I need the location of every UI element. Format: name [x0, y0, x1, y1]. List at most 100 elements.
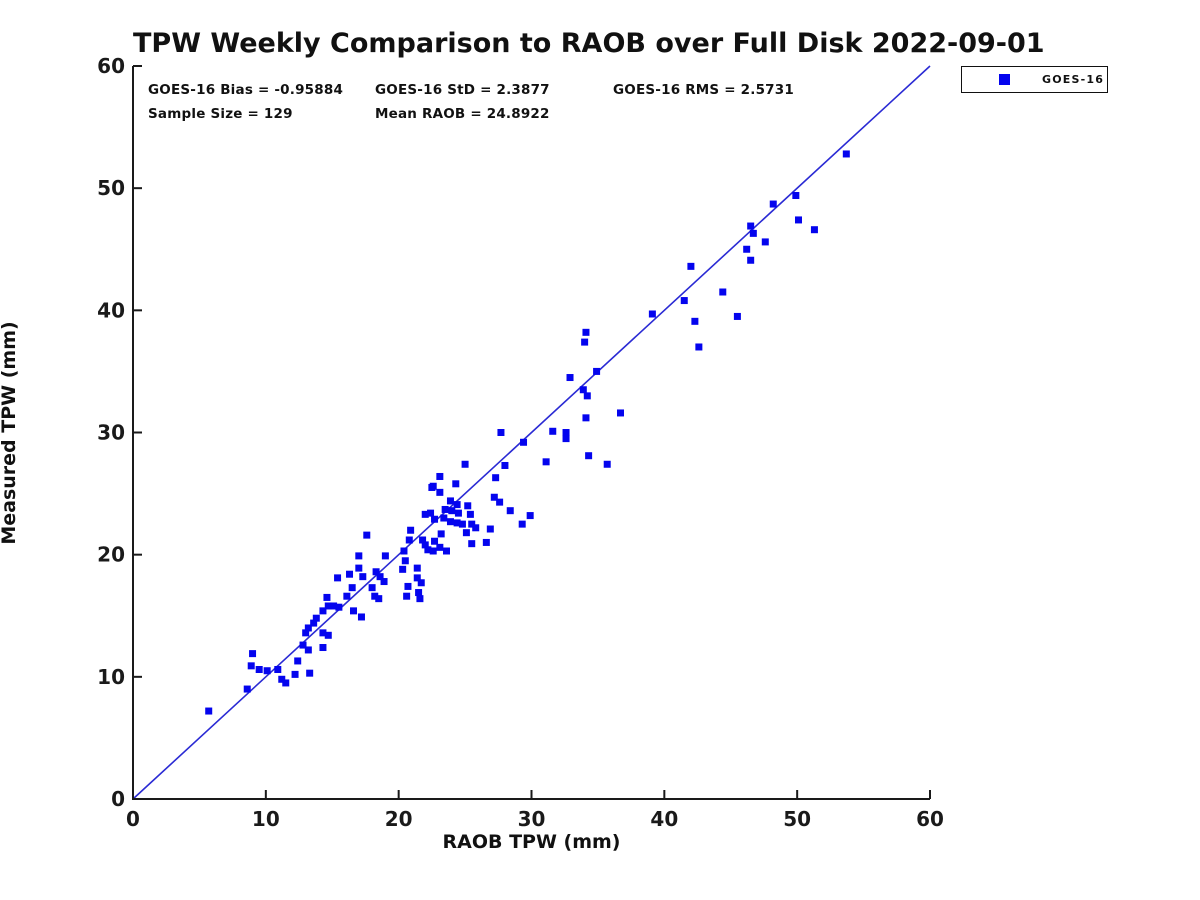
scatter-point	[330, 602, 338, 610]
scatter-point	[380, 578, 388, 586]
scatter-point	[263, 667, 271, 675]
scatter-point	[490, 493, 498, 501]
scatter-point	[747, 222, 755, 230]
scatter-point	[431, 537, 439, 545]
scatter-point	[446, 518, 454, 526]
scatter-point	[583, 392, 591, 400]
plot-title: TPW Weekly Comparison to RAOB over Full …	[133, 28, 1045, 59]
scatter-point	[562, 429, 570, 436]
scatter-point	[403, 592, 411, 600]
scatter-point	[680, 297, 688, 305]
scatter-point	[486, 525, 494, 533]
scatter-point	[769, 200, 777, 208]
scatter-point	[582, 414, 590, 422]
scatter-point	[310, 619, 318, 627]
scatter-point	[579, 386, 587, 394]
y-axis-label: Measured TPW (mm)	[0, 321, 20, 545]
x-tick-label: 60	[916, 807, 944, 831]
scatter-point	[348, 584, 356, 592]
scatter-point	[335, 603, 343, 611]
scatter-point	[497, 429, 505, 436]
scatter-point	[436, 543, 444, 551]
scatter-point	[417, 579, 425, 587]
scatter-point	[616, 409, 624, 417]
scatter-point	[440, 514, 448, 522]
scatter-point	[368, 584, 376, 592]
scatter-point	[468, 520, 476, 528]
scatter-point	[448, 507, 456, 515]
scatter-point	[243, 685, 251, 693]
scatter-point	[453, 519, 461, 527]
scatter-point	[302, 629, 310, 637]
scatter-point	[334, 574, 342, 582]
scatter-point	[401, 557, 409, 565]
scatter-point	[323, 593, 331, 601]
scatter-point	[691, 317, 699, 325]
scatter-point	[743, 245, 751, 253]
scatter-point	[355, 552, 363, 560]
scatter-point	[518, 520, 526, 528]
y-tick-label: 30	[97, 421, 125, 445]
scatter-point	[466, 510, 474, 518]
scatter-point	[312, 614, 320, 622]
scatter-point	[747, 256, 755, 264]
scatter-point	[437, 530, 445, 538]
scatter-point	[371, 592, 379, 600]
scatter-point	[452, 480, 460, 488]
scatter-point	[363, 531, 371, 539]
y-tick-label: 0	[111, 787, 125, 811]
scatter-point	[372, 568, 380, 576]
scatter-point	[399, 565, 407, 573]
scatter-point	[357, 613, 365, 621]
scatter-point	[472, 524, 480, 532]
scatter-point	[400, 547, 408, 555]
scatter-point	[419, 536, 427, 544]
scatter-point	[453, 501, 461, 509]
scatter-point	[413, 574, 421, 582]
stat-mean-raob: Mean RAOB = 24.8922	[375, 106, 550, 122]
scatter-point	[249, 650, 257, 658]
scatter-point	[810, 226, 818, 234]
scatter-point	[506, 507, 514, 515]
scatter-point	[462, 529, 470, 537]
scatter-point	[424, 546, 432, 554]
scatter-point	[585, 452, 593, 460]
scatter-point	[446, 497, 454, 505]
scatter-point	[733, 312, 741, 320]
scatter-point	[274, 666, 282, 674]
x-tick-label: 30	[518, 807, 546, 831]
scatter-point	[549, 427, 557, 435]
scatter-point	[593, 367, 601, 375]
scatter-point	[278, 675, 286, 683]
scatter-point	[761, 238, 769, 246]
x-tick-label: 10	[252, 807, 280, 831]
scatter-point	[468, 540, 476, 548]
legend-label: GOES-16	[1042, 73, 1105, 86]
legend-square-marker-icon	[999, 74, 1010, 85]
scatter-point	[566, 374, 574, 382]
reference-line	[132, 65, 931, 800]
scatter-point	[346, 570, 354, 578]
scatter-point	[299, 641, 307, 649]
scatter-point	[492, 474, 500, 482]
scatter-point	[291, 670, 299, 678]
scatter-point	[359, 573, 367, 581]
scatter-point	[304, 624, 312, 632]
scatter-point	[436, 488, 444, 496]
scatter-point	[415, 589, 423, 597]
scatter-point	[749, 229, 757, 237]
scatter-point	[526, 512, 534, 520]
scatter-point	[794, 216, 802, 224]
legend: GOES-16	[961, 66, 1108, 93]
scatter-point	[375, 595, 383, 603]
y-tick-label: 50	[97, 176, 125, 200]
x-tick-label: 20	[385, 807, 413, 831]
y-tick-label: 20	[97, 543, 125, 567]
scatter-point	[542, 458, 550, 466]
scatter-point	[355, 564, 363, 572]
scatter-point	[427, 509, 435, 517]
scatter-point	[319, 629, 327, 637]
y-tick-label: 60	[97, 54, 125, 78]
scatter-point	[581, 338, 589, 346]
scatter-point	[294, 657, 302, 665]
